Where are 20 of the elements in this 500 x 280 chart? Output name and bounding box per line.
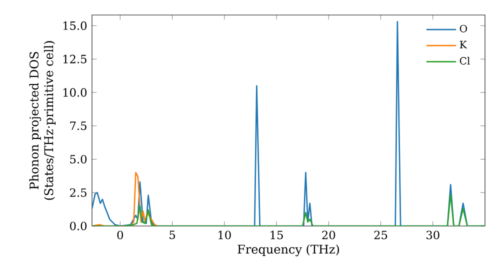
line-series [92,193,485,226]
y-tick-label: 10.0 [63,88,87,97]
legend-label: K [460,40,467,48]
x-tick-label: 5 [170,230,175,240]
x-axis-title: Frequency (THz) [238,244,339,256]
legend-label: O [460,24,467,32]
legend-label: Cl [460,56,470,65]
x-tick-label: 25 [374,230,388,240]
x-tick-label: 15 [270,230,283,240]
x-tick-label: 10 [218,230,231,240]
y-axis-title: Phonon projected DOS (States/THz·primitive cell) [29,41,56,200]
x-tick-label: 20 [322,230,336,240]
y-tick-label: 12.5 [63,54,86,64]
y-tick-label: 2.5 [70,188,86,197]
y-tick-label: 5.0 [70,154,87,164]
x-tick-label: 0 [117,230,124,240]
y-tick-label: 0.0 [70,222,87,230]
y-tick-label: 7.5 [70,122,86,130]
x-tick-label: 30 [426,230,440,240]
y-tick-label: 15.0 [63,21,87,30]
